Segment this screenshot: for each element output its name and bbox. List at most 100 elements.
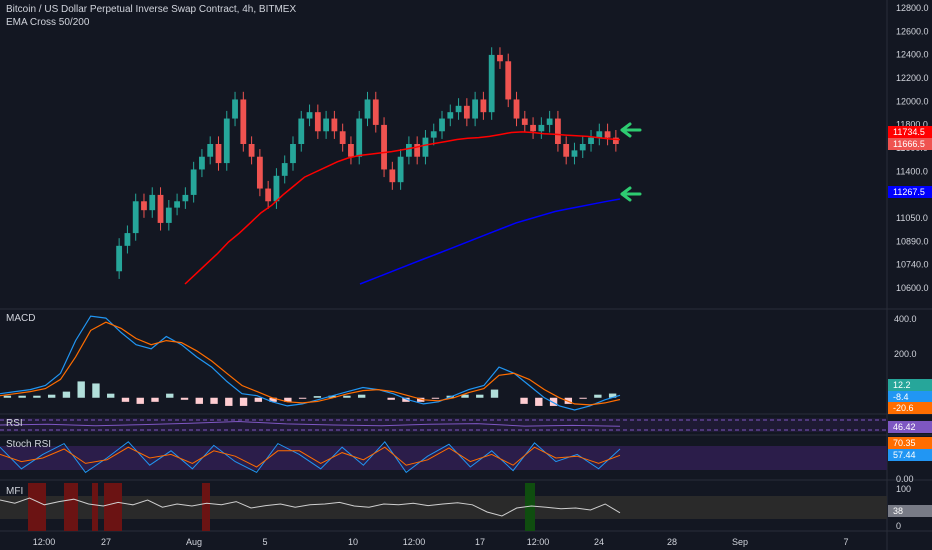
rsi-band <box>0 418 887 432</box>
price-badge-value: 46.42 <box>893 422 916 432</box>
mfi-band <box>0 496 887 519</box>
candle-body <box>124 233 131 246</box>
candle-body <box>240 99 247 144</box>
stoch-axis-tick: 0.00 <box>896 474 914 484</box>
price-axis-tick: 12400.0 <box>896 50 929 60</box>
candle-body <box>513 99 520 119</box>
candle-body <box>538 124 545 132</box>
candle-body <box>273 175 280 202</box>
price-axis-tick: 11050.0 <box>896 213 928 223</box>
mfi-label: MFI <box>6 486 24 497</box>
x-axis-tick: 7 <box>843 537 848 547</box>
x-axis-tick: 17 <box>475 537 485 547</box>
candle-body <box>281 163 288 176</box>
candle-body <box>588 137 594 144</box>
price-axis-tick: 10600.0 <box>896 283 929 293</box>
macd-pane <box>0 315 621 411</box>
candle-body <box>265 188 272 202</box>
x-axis-tick: Sep <box>732 537 748 547</box>
x-axis-tick: 12:00 <box>403 537 426 547</box>
rsi-pane <box>0 418 887 432</box>
candle-body <box>199 156 205 170</box>
stoch-rsi-pane <box>0 441 887 474</box>
candlestick-series <box>116 47 619 279</box>
candle-body <box>405 144 412 157</box>
mfi-overbought-zone <box>28 483 46 531</box>
candle-body <box>430 131 437 138</box>
arrow-icon <box>620 186 642 202</box>
candle-body <box>190 169 197 195</box>
mfi-axis-tick: 0 <box>896 521 901 531</box>
mfi-line <box>0 497 621 517</box>
candle-body <box>505 61 512 100</box>
candle-body <box>571 150 578 157</box>
candle-body <box>339 131 346 144</box>
x-axis: 12:00 27 Aug 5 10 12:00 17 12:00 24 28 Sep 7 <box>33 537 849 547</box>
candle-body <box>207 144 214 157</box>
price-badge <box>888 126 932 138</box>
candle-body <box>182 194 189 202</box>
candle-body <box>248 144 255 157</box>
candle-body <box>149 194 156 211</box>
indicator-label: EMA Cross 50/200 <box>6 17 90 28</box>
value-badges: 11734.5 11666.5 11267.5 12.2 -8.4-20.6 46.42 7… <box>888 126 932 517</box>
price-badge <box>888 449 932 461</box>
candle-body <box>290 144 296 164</box>
candle-body <box>306 112 313 119</box>
ema50-line <box>184 131 621 285</box>
mfi-oversold-zone <box>525 483 535 531</box>
candle-body <box>157 194 164 223</box>
rsi-line <box>0 420 621 427</box>
price-axis-tick: 12000.0 <box>896 96 929 106</box>
candle-body <box>596 131 603 138</box>
price-badge-value: 38 <box>893 506 903 516</box>
price-badge <box>888 138 932 150</box>
price-badge-value: -20.6 <box>893 403 914 413</box>
x-axis-tick: 12:00 <box>527 537 550 547</box>
mfi-overbought-zone <box>104 483 122 531</box>
candle-body <box>447 112 454 119</box>
ema200-line <box>359 198 621 285</box>
price-badge <box>888 437 932 449</box>
mfi-pane <box>0 483 887 531</box>
candle-body <box>422 137 429 157</box>
price-badge-value: 11666.5 <box>893 139 925 149</box>
x-axis-tick: 10 <box>348 537 358 547</box>
candle-body <box>364 99 371 119</box>
candle-body <box>497 54 503 62</box>
price-badge-value: 11267.5 <box>893 187 925 197</box>
macd-axis-tick: 400.0 <box>894 314 917 324</box>
candle-body <box>389 169 396 183</box>
candle-body <box>579 144 586 151</box>
candle-body <box>612 137 619 144</box>
candle-body <box>472 99 479 119</box>
price-axis-tick: 10890.0 <box>896 236 929 246</box>
price-axis-tick: 11800.0 <box>896 120 928 130</box>
mfi-overbought-zone <box>202 483 210 531</box>
x-axis-tick: 24 <box>594 537 604 547</box>
candle-body <box>165 207 172 223</box>
candle-body <box>480 99 487 113</box>
macd-axis-tick: 200.0 <box>894 349 917 359</box>
mfi-axis-tick: 100 <box>896 484 911 494</box>
candle-body <box>314 112 321 132</box>
x-axis-tick: 28 <box>667 537 677 547</box>
candle-body <box>414 144 421 157</box>
candle-body <box>546 118 553 125</box>
candle-body <box>381 124 387 170</box>
candle-body <box>256 156 263 189</box>
candle-body <box>604 131 611 138</box>
candle-body <box>439 118 445 132</box>
stoch-d-line <box>0 446 621 468</box>
price-axis-tick: 10740.0 <box>896 260 929 270</box>
candle-body <box>455 105 462 113</box>
mfi-overbought-zone <box>92 483 98 531</box>
price-badge <box>888 505 932 517</box>
price-badge <box>888 402 932 414</box>
candle-body <box>215 144 222 164</box>
candle-body <box>372 99 379 125</box>
candle-body <box>116 245 123 272</box>
price-axis-tick: 12600.0 <box>896 26 929 36</box>
price-axis-tick: 11400.0 <box>896 166 928 176</box>
